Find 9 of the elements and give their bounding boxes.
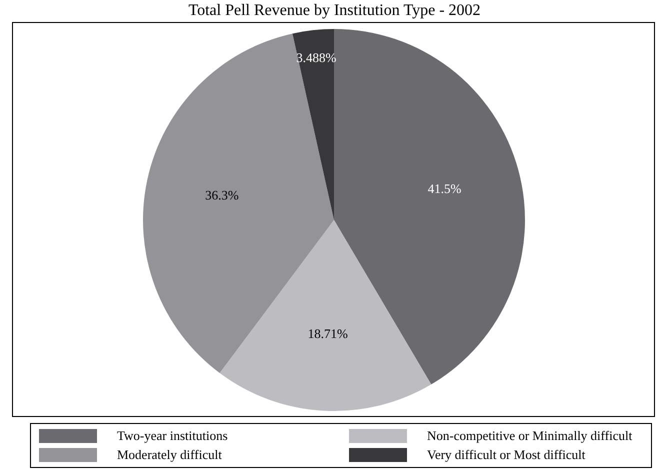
legend-label: Moderately difficult (117, 447, 222, 463)
data-label: 41.5% (427, 180, 461, 196)
data-label: 18.71% (307, 325, 348, 340)
chart-title: Total Pell Revenue by Institution Type - 2002 (187, 2, 482, 21)
legend-label: Two-year institutions (117, 428, 228, 444)
legend-label: Non-competitive or Minimally difficult (427, 428, 632, 444)
legend-label: Very difficult or Most difficult (427, 447, 586, 463)
data-label: 36.3% (204, 186, 238, 202)
data-label: 3.488% (296, 50, 336, 65)
